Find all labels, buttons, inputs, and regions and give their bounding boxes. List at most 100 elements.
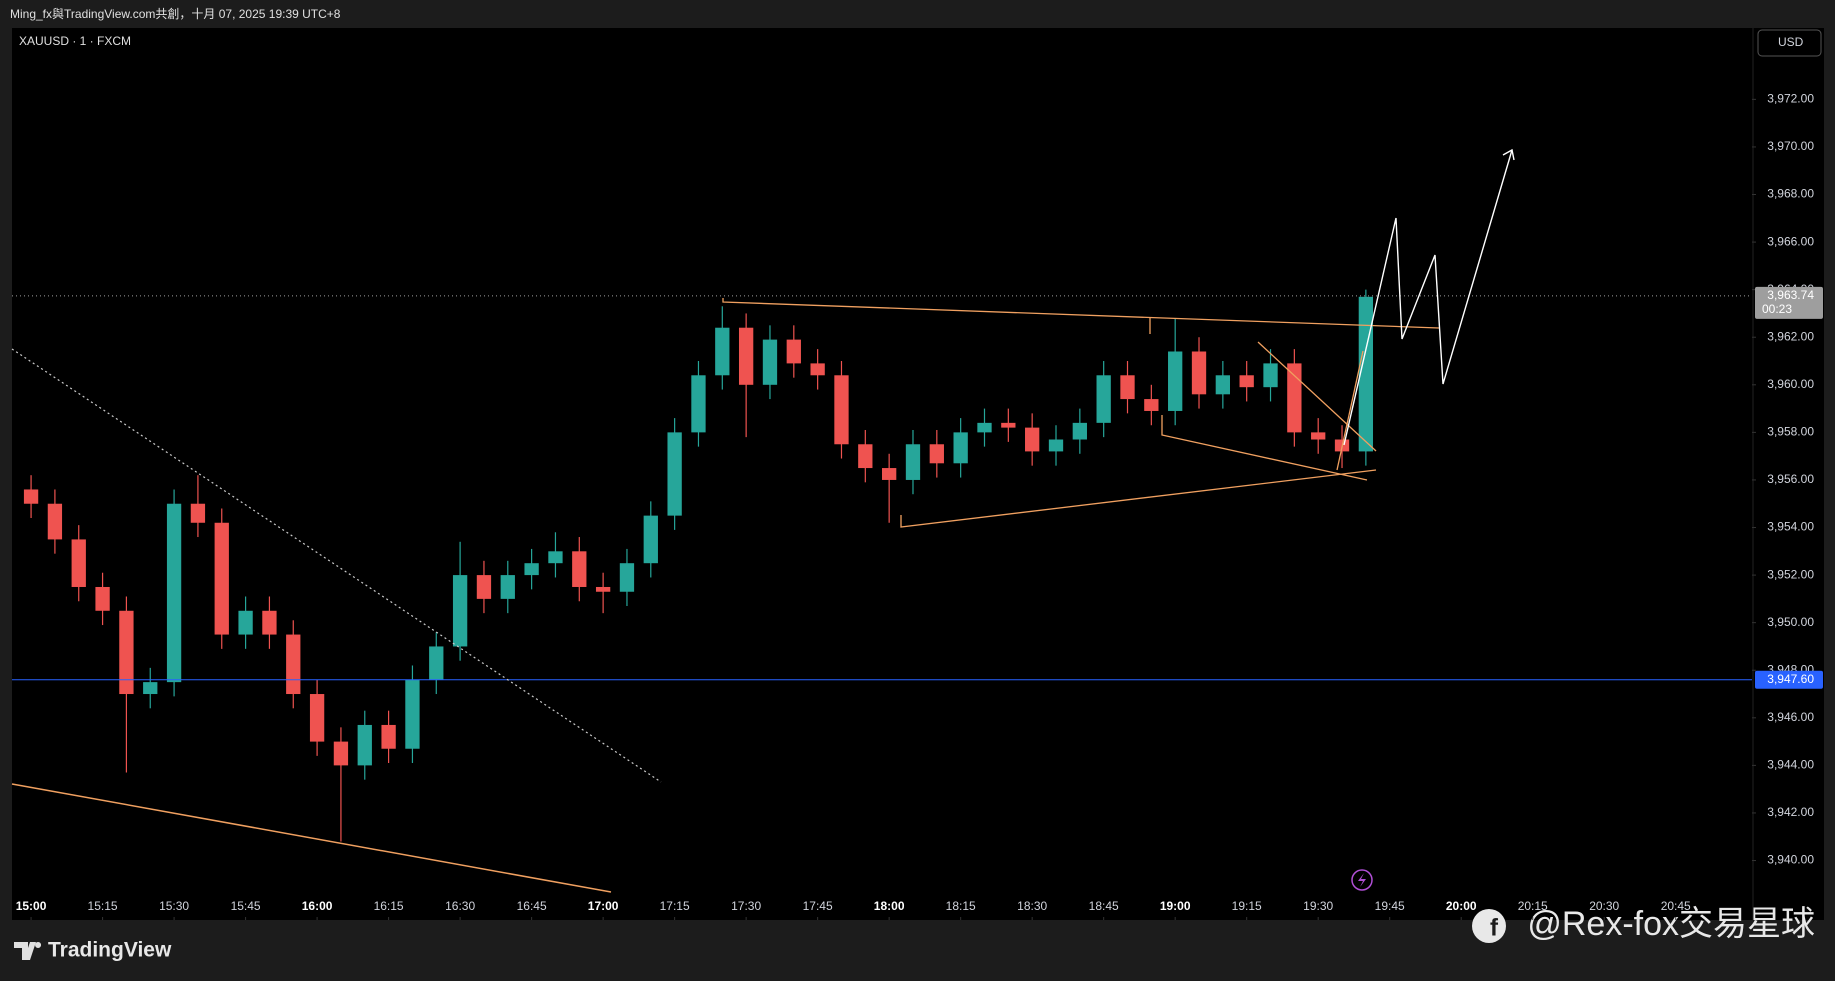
x-tick-label: 17:30 <box>731 899 761 913</box>
candle-body <box>691 375 706 433</box>
candle-body <box>95 586 110 611</box>
candle-body <box>286 634 301 695</box>
candle-body <box>1311 432 1326 440</box>
price-tag-label: 3,963.74 <box>1767 288 1814 302</box>
candle-body <box>452 575 468 647</box>
tv-logo <box>14 942 42 960</box>
candle-body <box>667 432 682 516</box>
x-tick-label: 19:15 <box>1232 899 1262 913</box>
candle-body <box>1191 351 1207 395</box>
currency-button[interactable] <box>1757 29 1822 57</box>
candle-body <box>166 503 182 683</box>
y-tick-label: 3,956.00 <box>1767 472 1814 486</box>
candle-body <box>143 682 158 695</box>
x-tick-label: 15:45 <box>231 899 261 913</box>
x-tick-label: 18:45 <box>1089 899 1119 913</box>
watermark: @Rex-fox交易星球 <box>1527 905 1815 943</box>
candle-body <box>905 444 921 480</box>
candle-body <box>1263 363 1278 388</box>
candle-body <box>500 575 515 599</box>
x-tick-label: 19:30 <box>1303 899 1333 913</box>
trendline <box>1161 415 1368 481</box>
x-tick-label: 20:00 <box>1446 899 1477 913</box>
x-tick-label: 17:00 <box>588 899 619 913</box>
arrow-head <box>1502 148 1515 161</box>
y-tick-label: 3,970.00 <box>1767 139 1814 153</box>
symbol[interactable]: XAUUSD · 1 · FXCM <box>19 34 131 48</box>
candle-body <box>1287 363 1302 433</box>
candle-body <box>572 551 587 587</box>
y-tick-label: 3,972.00 <box>1767 92 1814 106</box>
x-tick-label: 16:30 <box>445 899 475 913</box>
x-tick-label: 15:00 <box>16 899 47 913</box>
trendline <box>1257 341 1377 452</box>
x-tick-label: 15:15 <box>88 899 118 913</box>
candle-body <box>953 432 968 464</box>
x-tick-label: 15:30 <box>159 899 189 913</box>
dotted-trendline <box>11 348 662 783</box>
y-tick-label: 3,940.00 <box>1767 853 1814 867</box>
candle-body <box>834 375 849 445</box>
price-tag-label: 3,947.60 <box>1767 672 1814 686</box>
candle-body <box>190 503 206 523</box>
candle-body <box>309 694 325 742</box>
candle-body <box>381 724 396 749</box>
alert-icon[interactable] <box>1351 869 1373 891</box>
x-tick-label: 19:00 <box>1160 899 1191 913</box>
candle-body <box>786 339 801 364</box>
candle-body <box>1120 375 1135 400</box>
candle-body <box>476 575 492 599</box>
candle-body <box>715 327 730 376</box>
candle-body <box>524 563 539 576</box>
drawings <box>11 148 1515 893</box>
price-tag-countdown: 00:23 <box>1762 302 1792 316</box>
candle-body <box>1096 375 1111 423</box>
lightning <box>1358 873 1366 887</box>
x-tick-label: 20:30 <box>1589 899 1619 913</box>
candle-body <box>1239 375 1254 388</box>
y-tick-label: 3,954.00 <box>1767 520 1814 534</box>
x-tick-label: 18:15 <box>946 899 976 913</box>
y-tick-label: 3,942.00 <box>1767 805 1814 819</box>
y-tick-label: 3,944.00 <box>1767 758 1814 772</box>
candle-body <box>1001 422 1016 428</box>
candle-body <box>762 339 778 385</box>
y-tick-label: 3,960.00 <box>1767 377 1814 391</box>
projection-path <box>1343 149 1513 446</box>
y-tick-label: 3,968.00 <box>1767 187 1814 201</box>
candle-body <box>882 468 897 480</box>
candle-body <box>405 679 420 749</box>
candle-body <box>977 422 992 433</box>
candle-body <box>738 327 754 385</box>
price-tag <box>1755 670 1823 689</box>
brand: TradingView <box>48 939 172 962</box>
trendline <box>11 783 612 893</box>
candle-body <box>119 610 134 695</box>
candle-body <box>214 522 229 635</box>
candle-body <box>1144 399 1159 411</box>
candle-body <box>1168 351 1183 411</box>
candle-body <box>357 724 372 766</box>
trendline <box>1336 350 1364 471</box>
x-tick-label: 16:15 <box>374 899 404 913</box>
candle-body <box>47 503 63 540</box>
candle-body <box>1048 439 1064 452</box>
header-title: Ming_fx與TradingView.com共創，十月 07, 2025 19… <box>10 7 341 21</box>
x-tick-label: 18:00 <box>874 899 905 913</box>
x-tick-label: 18:30 <box>1017 899 1047 913</box>
trendline <box>722 298 1440 329</box>
candle-body <box>1215 375 1230 395</box>
y-tick-label: 3,966.00 <box>1767 234 1814 248</box>
candle-body <box>238 610 253 635</box>
footer <box>0 922 1835 981</box>
candle-body <box>262 610 277 635</box>
candle-body <box>643 515 658 564</box>
x-tick-label: 20:15 <box>1518 899 1548 913</box>
candle-body <box>71 539 86 587</box>
x-tick-label: 17:45 <box>803 899 833 913</box>
candle-body <box>548 551 563 564</box>
y-tick-label: 3,946.00 <box>1767 710 1814 724</box>
x-tick-label: 16:00 <box>302 899 333 913</box>
